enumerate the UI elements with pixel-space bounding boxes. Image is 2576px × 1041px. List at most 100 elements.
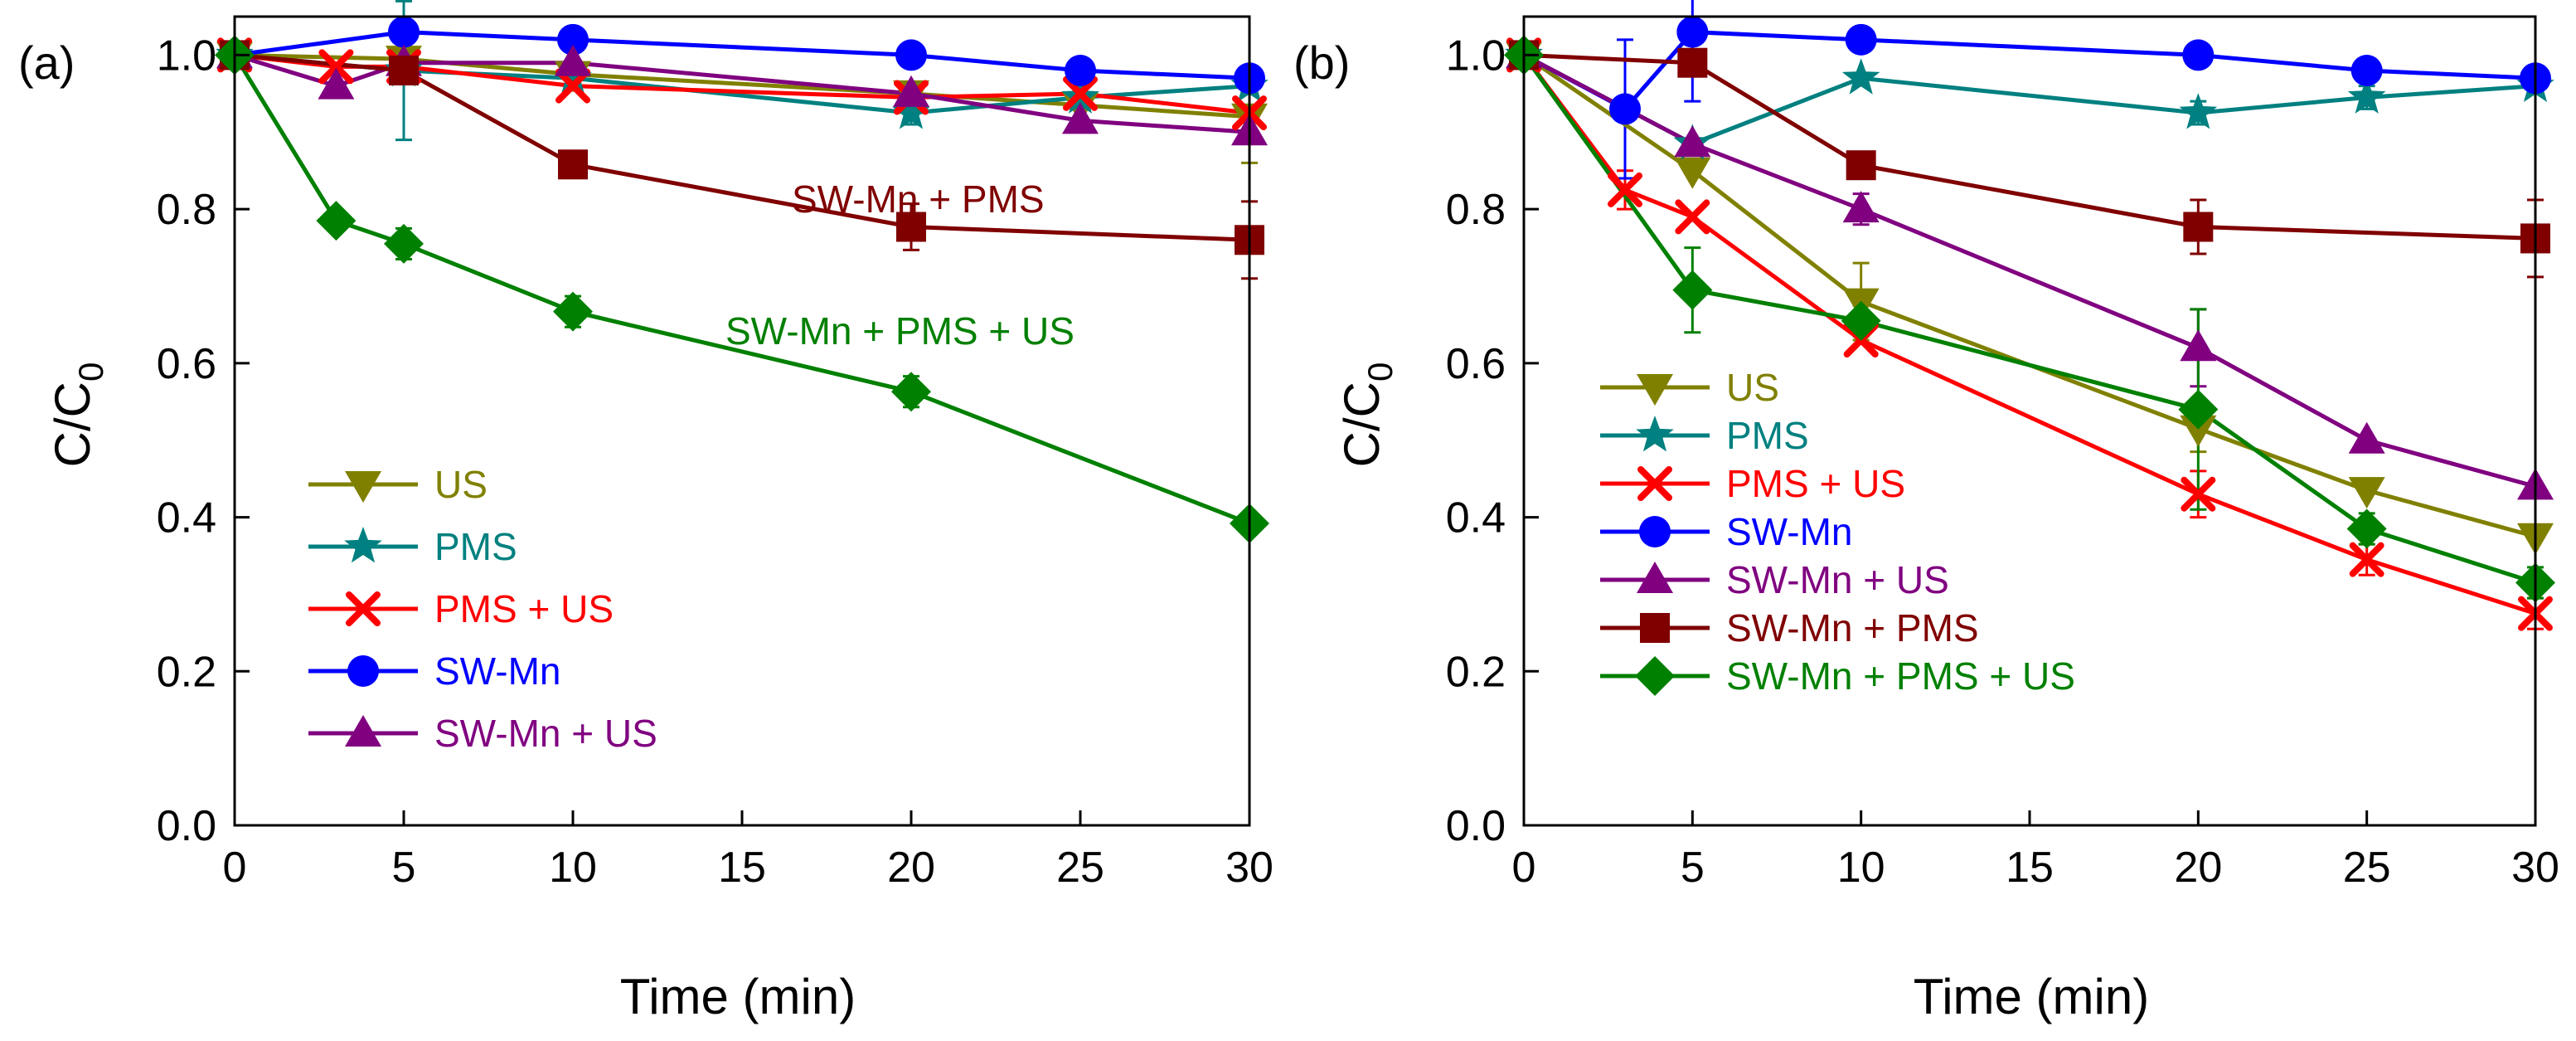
annotation-swmn-pms: SW-Mn + PMS xyxy=(792,178,1045,221)
x-tick-label-b: 15 xyxy=(2006,844,2054,892)
data-point-pms_us-a xyxy=(318,49,354,85)
data-point-pms-b xyxy=(2347,77,2386,114)
data-point-swmn_pms-a xyxy=(558,149,588,180)
y-tick-label-b: 0.8 xyxy=(1446,186,1506,234)
data-point-pms_us-b xyxy=(1608,172,1642,207)
x-axis-title-a: Time (min) xyxy=(620,969,856,1024)
legend-marker-swmn_us-b xyxy=(1637,562,1673,593)
data-point-swmn-a xyxy=(557,23,589,56)
data-point-pms_us-b xyxy=(2181,476,2216,512)
data-point-swmn_pms_us-b xyxy=(1841,300,1881,341)
panel-a: (a) 0 5 10 15 20 25 30 0.0 0.2 0.4 0.6 0.8 1.0 Time … xyxy=(18,0,1273,1024)
legend-label-pms-a: PMS xyxy=(434,525,517,568)
y-tick-label-a: 0.0 xyxy=(157,802,216,850)
y-axis-title-a: C/C0 xyxy=(45,362,110,468)
x-tick-label-a: 20 xyxy=(887,844,935,892)
series-line-us-a xyxy=(234,52,1250,119)
legend-label-pms_us-b: PMS + US xyxy=(1726,462,1905,505)
data-point-swmn_us-a xyxy=(1062,102,1099,134)
x-axis-title-b: Time (min) xyxy=(1914,969,2149,1024)
legend-label-us-a: US xyxy=(434,463,488,506)
y-tick-label-a: 0.2 xyxy=(157,648,216,696)
data-point-swmn-b xyxy=(1676,16,1709,48)
data-point-swmn_pms_us-a xyxy=(891,372,931,412)
x-tick-label-b: 0 xyxy=(1512,844,1536,892)
annotation-swmn-pms-us: SW-Mn + PMS + US xyxy=(725,309,1075,353)
panel-a-label: (a) xyxy=(18,36,75,89)
data-point-us-b xyxy=(1674,157,1711,189)
data-point-swmn_us-b xyxy=(1674,125,1711,158)
panel-b: (b) 0 5 10 15 20 25 30 0.0 0.2 0.4 0.6 0.8 1.0 Time … xyxy=(1293,0,2559,1024)
legend-marker-swmn-a xyxy=(347,655,379,687)
legend-label-swmn_us-a: SW-Mn + US xyxy=(434,712,657,755)
data-point-swmn_us-b xyxy=(1842,191,1880,223)
data-point-pms_us-a xyxy=(555,68,590,104)
data-point-pms-a xyxy=(892,93,930,129)
data-point-swmn_pms-a xyxy=(896,212,926,242)
data-point-swmn_pms-b xyxy=(2183,212,2214,242)
data-point-swmn_us-a xyxy=(555,44,591,76)
data-point-swmn_us-b xyxy=(2180,329,2217,362)
legend-marker-swmn_us-a xyxy=(345,715,381,747)
data-point-swmn-b xyxy=(2182,39,2215,71)
x-tick-label-b: 20 xyxy=(2174,844,2222,892)
x-tick-label-b: 5 xyxy=(1681,844,1705,892)
data-point-pms_us-b xyxy=(1675,199,1710,235)
legend-marker-pms-b xyxy=(1636,416,1674,452)
data-point-swmn_pms_us-b xyxy=(2346,508,2387,549)
data-point-swmn_pms-a xyxy=(389,56,419,85)
series-line-us-b xyxy=(1522,53,2536,539)
series-line-swmn_pms_us-a xyxy=(232,54,1250,526)
legend-marker-us-b xyxy=(1637,374,1673,406)
x-tick-label-a: 10 xyxy=(549,844,597,892)
legend-marker-swmn-b xyxy=(1639,516,1671,547)
data-point-swmn_pms_us-a xyxy=(384,223,424,264)
y-tick-label-b: 1.0 xyxy=(1446,32,1506,80)
y-tick-label-a: 0.6 xyxy=(157,340,216,388)
legend-marker-pms_us-b xyxy=(1637,466,1672,501)
data-point-swmn-a xyxy=(388,16,420,48)
y-axis-title-b: C/C0 xyxy=(1334,362,1400,468)
data-point-pms_us-b xyxy=(2349,542,2384,577)
legend-label-swmn_pms_us-b: SW-Mn + PMS + US xyxy=(1726,654,2075,698)
data-point-pms-a xyxy=(554,58,592,95)
legend-label-pms-b: PMS xyxy=(1726,414,1809,457)
y-tick-label-b: 0.6 xyxy=(1446,340,1506,388)
legend-label-swmn_us-b: SW-Mn + US xyxy=(1726,558,1949,601)
legend-marker-pms-a xyxy=(344,527,382,563)
data-point-us-b xyxy=(2348,477,2385,509)
y-axis-title-a-subscript: 0 xyxy=(71,362,110,382)
y-tick-label-b: 0.2 xyxy=(1446,648,1506,696)
x-tick-label-b: 30 xyxy=(2511,844,2559,892)
legend-marker-us-a xyxy=(345,471,381,503)
data-point-swmn_pms-b xyxy=(1846,150,1876,181)
x-tick-label-b: 25 xyxy=(2343,844,2391,892)
legend-marker-pms_us-a xyxy=(346,591,381,626)
y-axis-title-b-subscript: 0 xyxy=(1361,362,1400,382)
y-axis-title-a-main: C/C xyxy=(45,382,100,467)
legend-label-pms_us-a: PMS + US xyxy=(434,587,614,630)
y-tick-label-a: 1.0 xyxy=(157,32,216,80)
x-tick-label-a: 30 xyxy=(1225,844,1273,892)
data-point-swmn_pms_us-b xyxy=(1672,270,1713,310)
y-tick-label-a: 0.4 xyxy=(157,494,216,542)
plot-frame-a xyxy=(233,15,1251,827)
data-point-swmn-a xyxy=(895,39,927,71)
legend-label-us-b: US xyxy=(1726,366,1779,409)
data-point-swmn-b xyxy=(1845,23,1877,56)
series-line-swmn_us-b xyxy=(1522,53,2536,489)
data-point-swmn_us-b xyxy=(2348,421,2385,454)
data-point-swmn_us-a xyxy=(318,67,355,100)
data-point-pms-b xyxy=(2179,93,2218,129)
x-tick-label-a: 15 xyxy=(718,844,766,892)
y-axis-title-b-main: C/C xyxy=(1334,382,1390,467)
data-point-swmn-a xyxy=(1065,55,1096,86)
series-line-pms-b xyxy=(1522,53,2536,146)
x-tick-label-a: 25 xyxy=(1056,844,1104,892)
y-tick-label-b: 0.4 xyxy=(1446,494,1506,542)
legend-label-swmn-b: SW-Mn xyxy=(1726,510,1853,553)
legend-marker-swmn_pms-b xyxy=(1640,613,1670,643)
data-point-pms-b xyxy=(1841,58,1880,95)
legend-a: US PMS PMS + US SW-Mn SW-Mn + US xyxy=(308,463,657,755)
